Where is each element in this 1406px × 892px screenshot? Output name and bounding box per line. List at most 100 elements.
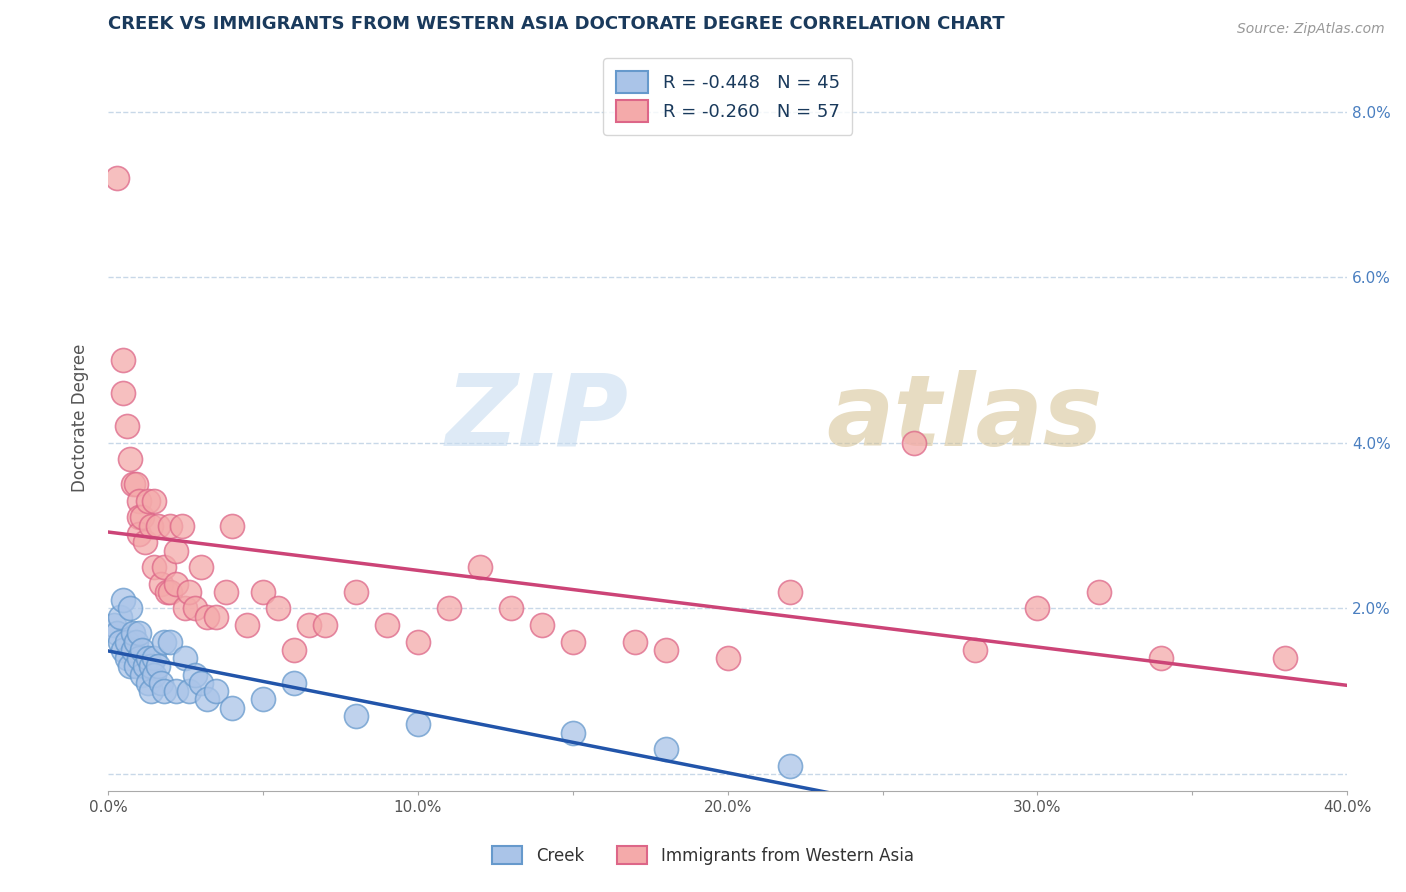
Point — [121, 643, 143, 657]
Point — [779, 585, 801, 599]
Point — [143, 651, 166, 665]
Point — [141, 684, 163, 698]
Point — [118, 659, 141, 673]
Point — [105, 171, 128, 186]
Point — [965, 643, 987, 657]
Point — [149, 576, 172, 591]
Point — [165, 576, 187, 591]
Point — [136, 494, 159, 508]
Point — [131, 667, 153, 681]
Point — [141, 659, 163, 673]
Point — [112, 643, 135, 657]
Point — [131, 643, 153, 657]
Point — [236, 618, 259, 632]
Point — [165, 543, 187, 558]
Point — [110, 609, 132, 624]
Point — [623, 634, 645, 648]
Point — [283, 676, 305, 690]
Point — [344, 585, 367, 599]
Point — [215, 585, 238, 599]
Point — [252, 585, 274, 599]
Point — [499, 601, 522, 615]
Point — [314, 618, 336, 632]
Point — [195, 609, 218, 624]
Point — [1088, 585, 1111, 599]
Point — [717, 651, 740, 665]
Point — [903, 436, 925, 450]
Point — [561, 725, 583, 739]
Point — [779, 758, 801, 772]
Legend: Creek, Immigrants from Western Asia: Creek, Immigrants from Western Asia — [482, 836, 924, 875]
Point — [190, 560, 212, 574]
Point — [159, 634, 181, 648]
Point — [174, 651, 197, 665]
Point — [112, 386, 135, 401]
Point — [121, 626, 143, 640]
Point — [152, 634, 174, 648]
Point — [125, 659, 148, 673]
Point — [125, 634, 148, 648]
Y-axis label: Doctorate Degree: Doctorate Degree — [72, 344, 89, 492]
Point — [561, 634, 583, 648]
Point — [221, 518, 243, 533]
Point — [267, 601, 290, 615]
Point — [128, 494, 150, 508]
Point — [184, 601, 207, 615]
Point — [298, 618, 321, 632]
Point — [141, 518, 163, 533]
Point — [530, 618, 553, 632]
Point — [406, 717, 429, 731]
Point — [156, 585, 179, 599]
Point — [177, 585, 200, 599]
Point — [252, 692, 274, 706]
Point — [152, 560, 174, 574]
Point — [128, 527, 150, 541]
Point — [118, 601, 141, 615]
Point — [159, 518, 181, 533]
Point — [136, 651, 159, 665]
Point — [205, 609, 228, 624]
Point — [654, 742, 676, 756]
Point — [128, 510, 150, 524]
Point — [283, 643, 305, 657]
Point — [105, 626, 128, 640]
Point — [146, 518, 169, 533]
Point — [184, 667, 207, 681]
Point — [344, 709, 367, 723]
Text: Source: ZipAtlas.com: Source: ZipAtlas.com — [1237, 22, 1385, 37]
Point — [136, 676, 159, 690]
Point — [195, 692, 218, 706]
Point — [152, 684, 174, 698]
Point — [174, 601, 197, 615]
Point — [118, 452, 141, 467]
Point — [149, 676, 172, 690]
Point — [1026, 601, 1049, 615]
Point — [112, 353, 135, 368]
Point — [1274, 651, 1296, 665]
Point — [221, 700, 243, 714]
Point — [143, 560, 166, 574]
Point — [146, 659, 169, 673]
Point — [110, 634, 132, 648]
Point — [131, 510, 153, 524]
Legend: R = -0.448   N = 45, R = -0.260   N = 57: R = -0.448 N = 45, R = -0.260 N = 57 — [603, 58, 852, 135]
Text: CREEK VS IMMIGRANTS FROM WESTERN ASIA DOCTORATE DEGREE CORRELATION CHART: CREEK VS IMMIGRANTS FROM WESTERN ASIA DO… — [108, 15, 1005, 33]
Text: ZIP: ZIP — [446, 369, 628, 467]
Point — [128, 651, 150, 665]
Point — [115, 419, 138, 434]
Point — [406, 634, 429, 648]
Point — [165, 684, 187, 698]
Point — [128, 626, 150, 640]
Point — [375, 618, 398, 632]
Point — [190, 676, 212, 690]
Point — [115, 634, 138, 648]
Point — [1150, 651, 1173, 665]
Point — [112, 593, 135, 607]
Text: atlas: atlas — [827, 369, 1104, 467]
Point — [115, 651, 138, 665]
Point — [121, 477, 143, 491]
Point — [205, 684, 228, 698]
Point — [143, 494, 166, 508]
Point — [654, 643, 676, 657]
Point — [159, 585, 181, 599]
